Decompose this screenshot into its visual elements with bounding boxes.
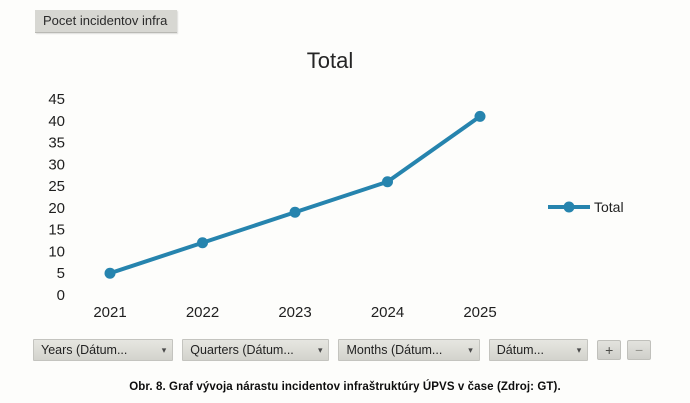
svg-text:25: 25 <box>48 178 65 195</box>
chevron-down-icon: ▾ <box>468 344 473 355</box>
add-filter-button[interactable]: + <box>597 340 622 360</box>
svg-text:2025: 2025 <box>463 304 496 321</box>
svg-text:40: 40 <box>48 113 65 130</box>
chevron-down-icon: ▾ <box>161 344 167 355</box>
tab-pocet-incidentov-infra[interactable]: Pocet incidentov infra <box>35 10 178 33</box>
svg-text:2022: 2022 <box>186 304 219 321</box>
figure-caption: Obr. 8. Graf vývoja nárastu incidentov i… <box>129 381 561 393</box>
legend-line-marker-icon <box>548 201 590 213</box>
remove-filter-button[interactable]: − <box>627 340 651 360</box>
svg-text:35: 35 <box>48 135 65 152</box>
years-filter-label: Years (Dátum... <box>41 343 128 357</box>
svg-text:2021: 2021 <box>93 304 126 321</box>
svg-text:0: 0 <box>57 287 65 304</box>
months-filter-label: Months (Dátum... <box>346 343 443 357</box>
svg-text:10: 10 <box>48 243 65 260</box>
filter-bar: Years (Dátum... ▾ Quarters (Dátum... ▾ M… <box>33 339 657 361</box>
svg-text:20: 20 <box>48 200 65 217</box>
svg-text:45: 45 <box>48 91 65 108</box>
chart-title: Total <box>306 48 354 73</box>
chart-legend[interactable]: Total <box>546 199 624 215</box>
months-filter-dropdown[interactable]: Months (Dátum... ▾ <box>338 339 480 361</box>
svg-text:15: 15 <box>48 222 65 239</box>
date-filter-label: Dátum... <box>496 343 544 357</box>
chevron-down-icon: ▾ <box>576 344 582 355</box>
legend-label: Total <box>594 199 624 215</box>
quarters-filter-dropdown[interactable]: Quarters (Dátum... ▾ <box>182 339 330 361</box>
svg-text:30: 30 <box>48 156 65 173</box>
chevron-down-icon: ▾ <box>317 344 323 355</box>
svg-text:2024: 2024 <box>371 304 404 321</box>
years-filter-dropdown[interactable]: Years (Dátum... ▾ <box>33 339 174 361</box>
tab-label: Pocet incidentov infra <box>43 13 168 28</box>
quarters-filter-label: Quarters (Dátum... <box>190 343 294 357</box>
svg-text:2023: 2023 <box>278 304 311 321</box>
svg-text:5: 5 <box>57 265 65 282</box>
date-filter-dropdown[interactable]: Dátum... ▾ <box>488 339 589 361</box>
